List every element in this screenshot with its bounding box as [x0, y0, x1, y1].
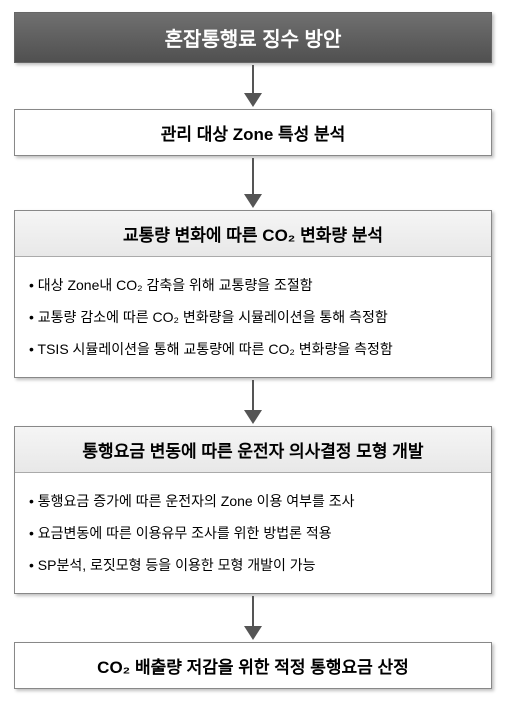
- arrow-3: [244, 380, 262, 424]
- arrow-head-icon: [244, 194, 262, 208]
- list-item: SP분석, 로짓모형 등을 이용한 모형 개발이 가능: [29, 549, 477, 581]
- step-4-header: CO₂ 배출량 저감을 위한 적정 통행요금 산정: [97, 658, 409, 677]
- arrow-line: [252, 65, 254, 93]
- arrow-2: [244, 158, 262, 208]
- list-item: 통행요금 증가에 따른 운전자의 Zone 이용 여부를 조사: [29, 485, 477, 517]
- title-box: 혼잡통행료 징수 방안: [14, 12, 492, 63]
- step-2-body: 대상 Zone내 CO₂ 감축을 위해 교통량을 조절함 교통량 감소에 따른 …: [15, 257, 491, 377]
- step-4-box: CO₂ 배출량 저감을 위한 적정 통행요금 산정: [14, 642, 492, 689]
- step-3-box: 통행요금 변동에 따른 운전자 의사결정 모형 개발 통행요금 증가에 따른 운…: [14, 426, 492, 594]
- arrow-4: [244, 596, 262, 640]
- step-2-box: 교통량 변화에 따른 CO₂ 변화량 분석 대상 Zone내 CO₂ 감축을 위…: [14, 210, 492, 378]
- step-1-header: 관리 대상 Zone 특성 분석: [161, 125, 346, 144]
- step-3-list: 통행요금 증가에 따른 운전자의 Zone 이용 여부를 조사 요금변동에 따른…: [29, 485, 477, 581]
- list-item: TSIS 시뮬레이션을 통해 교통량에 따른 CO₂ 변화량을 측정함: [29, 333, 477, 365]
- step-2-list: 대상 Zone내 CO₂ 감축을 위해 교통량을 조절함 교통량 감소에 따른 …: [29, 269, 477, 365]
- list-item: 대상 Zone내 CO₂ 감축을 위해 교통량을 조절함: [29, 269, 477, 301]
- flowchart: 혼잡통행료 징수 방안 관리 대상 Zone 특성 분석 교통량 변화에 따른 …: [14, 12, 492, 689]
- title-text: 혼잡통행료 징수 방안: [165, 29, 342, 51]
- list-item: 요금변동에 따른 이용유무 조사를 위한 방법론 적용: [29, 517, 477, 549]
- arrow-line: [252, 380, 254, 410]
- list-item: 교통량 감소에 따른 CO₂ 변화량을 시뮬레이션을 통해 측정함: [29, 301, 477, 333]
- arrow-head-icon: [244, 410, 262, 424]
- arrow-line: [252, 596, 254, 626]
- step-2-header: 교통량 변화에 따른 CO₂ 변화량 분석: [15, 211, 491, 257]
- arrow-head-icon: [244, 626, 262, 640]
- arrow-head-icon: [244, 93, 262, 107]
- arrow-1: [244, 65, 262, 107]
- step-3-body: 통행요금 증가에 따른 운전자의 Zone 이용 여부를 조사 요금변동에 따른…: [15, 473, 491, 593]
- step-3-header: 통행요금 변동에 따른 운전자 의사결정 모형 개발: [15, 427, 491, 473]
- arrow-line: [252, 158, 254, 194]
- step-1-box: 관리 대상 Zone 특성 분석: [14, 109, 492, 156]
